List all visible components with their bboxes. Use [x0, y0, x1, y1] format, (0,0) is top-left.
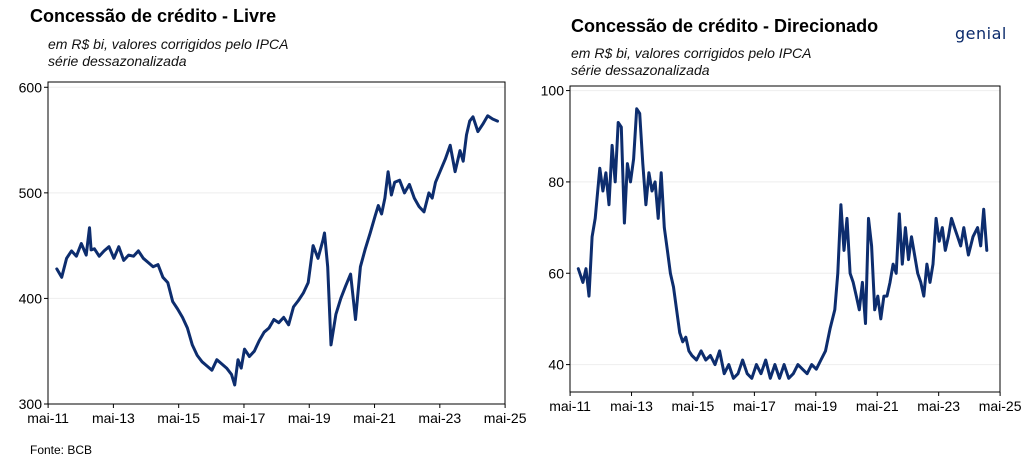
right-chart-title: Concessão de crédito - Direcionado: [571, 16, 879, 36]
left-chart-x-tick-label-4: mai-19: [288, 410, 331, 426]
source-note: Fonte: BCB: [30, 443, 93, 457]
right-chart-x-tick-label-3: mai-17: [733, 398, 776, 414]
left-chart-subtitle-line2: série dessazonalizada: [48, 53, 187, 69]
left-chart-title: Concessão de crédito - Livre: [30, 6, 277, 26]
left-chart-x-tick-label-6: mai-23: [418, 410, 461, 426]
left-chart-plot-frame: [47, 81, 506, 405]
right-chart-x-tick-label-7: mai-25: [979, 398, 1022, 414]
right-chart-x-tick-label-6: mai-23: [917, 398, 960, 414]
right-chart-y-tick-label-0: 40: [548, 357, 564, 373]
right-chart-x-tick-label-1: mai-13: [610, 398, 653, 414]
right-chart-y-tick-label-3: 100: [541, 83, 565, 99]
right-chart-series-line-0: [576, 107, 989, 380]
right-chart-x-tick-label-5: mai-21: [856, 398, 899, 414]
left-chart-x-tick-label-2: mai-15: [157, 410, 200, 426]
right-chart-plot-frame: [569, 85, 1001, 393]
left-chart-x-tick-label-1: mai-13: [92, 410, 135, 426]
right-chart-y-tick-label-2: 80: [548, 174, 564, 190]
left-chart-series-line-0: [55, 114, 499, 387]
right-chart-x-tick-label-4: mai-19: [794, 398, 837, 414]
left-chart-y-tick-label-0: 300: [19, 396, 43, 412]
right-chart-y-tick-label-1: 60: [548, 265, 564, 281]
right-chart-x-tick-label-2: mai-15: [672, 398, 715, 414]
left-chart-x-tick-label-5: mai-21: [353, 410, 396, 426]
left-chart-y-tick-label-1: 400: [19, 290, 43, 306]
left-chart-subtitle-line1: em R$ bi, valores corrigidos pelo IPCA: [48, 36, 289, 52]
right-chart-subtitle-line2: série dessazonalizada: [571, 62, 710, 78]
left-chart-y-tick-label-3: 600: [19, 79, 43, 95]
left-chart-x-tick-label-7: mai-25: [484, 410, 527, 426]
right-chart-subtitle-line1: em R$ bi, valores corrigidos pelo IPCA: [571, 45, 812, 61]
left-chart-x-tick-label-3: mai-17: [223, 410, 266, 426]
left-chart-x-tick-label-0: mai-11: [27, 410, 69, 426]
left-chart-y-tick-label-2: 500: [19, 185, 43, 201]
genial-logo: genial: [955, 24, 1007, 43]
right-chart-x-tick-label-0: mai-11: [549, 398, 591, 414]
